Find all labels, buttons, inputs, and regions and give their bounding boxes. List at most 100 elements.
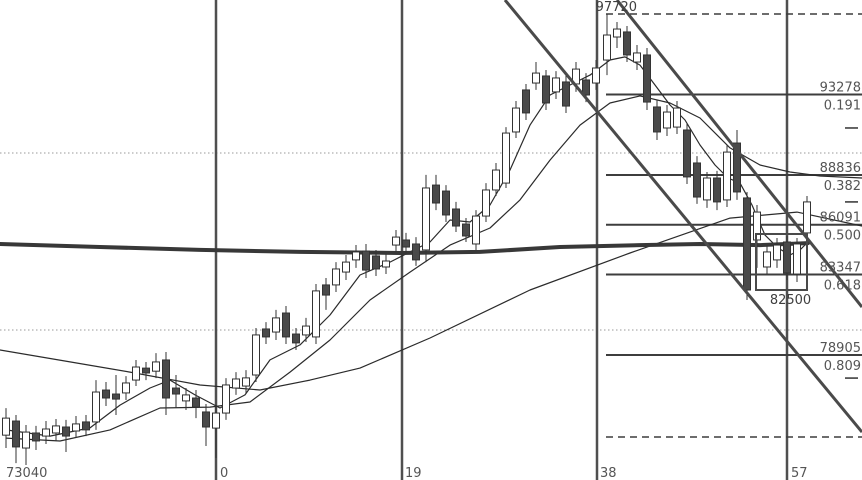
candle [643,48,651,111]
candle [222,378,230,420]
candle-body-bullish [723,151,731,201]
candle-body-bearish [653,106,661,133]
candle-body-bearish [282,312,290,338]
candle-body-bullish [673,107,681,128]
candle-body-bearish [432,184,440,204]
candle-body-bullish [793,243,801,275]
x-axis-label: 38 [600,466,617,480]
candle-body-bullish [42,428,50,437]
candle-body-bullish [552,77,560,93]
candle [82,415,90,437]
candle [693,156,701,204]
candle [703,172,711,208]
fib-ratio-label: 0.382 [824,179,861,194]
candle-body-bullish [392,236,400,246]
candle-body-bullish [633,52,641,63]
candle [112,374,120,416]
candle [562,75,570,113]
candle-body-bearish [12,420,20,448]
candle-body-bullish [272,317,280,333]
candle [653,100,661,140]
candle-body-bullish [302,325,310,336]
candle-body-bearish [643,54,651,103]
candle [212,405,220,458]
candle-body-bullish [532,72,540,84]
candle [322,278,330,310]
box-price-label: 82500 [770,293,811,308]
candle-body-bullish [232,378,240,389]
candle-body-bearish [362,250,370,271]
candle-body-bullish [603,34,611,61]
fib-price-label: 88836 [820,161,861,176]
candle-body-bearish [412,243,420,261]
candle-body-bullish [773,244,781,261]
candle-body-bearish [402,239,410,248]
candle-body-bearish [32,432,40,442]
candle-body-bullish [72,423,80,432]
candle [773,237,781,268]
candle [683,123,691,184]
candle-body-bullish [2,417,10,436]
candle-body-bearish [162,359,170,399]
candle [733,129,741,200]
candle [412,237,420,266]
fib-price-label: 93278 [820,80,861,95]
channel-upper-trendline[interactable] [503,0,862,434]
candle [122,376,130,400]
candle-body-bearish [442,190,450,216]
candle [763,245,771,275]
candle-body-bearish [452,208,460,227]
annotation-box[interactable] [755,232,808,291]
candle [102,382,110,406]
candle [432,174,440,211]
candle-body-bullish [512,107,520,133]
candle-body-bearish [462,223,470,237]
candle-body-bearish [62,426,70,437]
candle-body-bearish [623,31,631,56]
candle-body-bullish [342,261,350,273]
candle-body-bullish [352,251,360,261]
candle [32,425,40,451]
candle [452,201,460,233]
candle [392,230,400,252]
candle [462,218,470,242]
candle [603,13,611,76]
candle [292,328,300,350]
candle [633,44,641,70]
candle-body-bearish [783,241,791,274]
candle [673,100,681,134]
candle [72,415,80,439]
channel-lower-trendline[interactable] [615,0,862,308]
candle [92,380,100,430]
candle [422,174,430,263]
candle [202,403,210,447]
candle [542,69,550,111]
candle-body-bullish [592,67,600,84]
candle-body-bearish [733,142,741,193]
candle [242,370,250,394]
trend-channel-group[interactable] [503,0,862,434]
candle [613,21,621,49]
ma-slow-line [0,211,862,391]
candle-body-bullish [382,260,390,268]
candle [312,284,320,345]
candle [743,191,751,300]
right-edge-ticks [845,127,858,379]
candle [12,415,20,464]
fib-ratio-label: 0.500 [824,229,861,244]
fib-ratio-label: 0.618 [824,278,861,293]
candle [402,232,410,254]
fib-price-label: 83347 [820,260,861,275]
candle-body-bearish [582,79,590,96]
candle-body-bullish [22,431,30,449]
candle [482,183,490,223]
ma-thick-line [0,241,810,255]
candle [342,255,350,281]
candle-body-bullish [492,169,500,191]
x-axis-label: 19 [405,466,422,480]
candle-body-bearish [683,129,691,178]
candle [22,425,30,466]
candle-body-bearish [82,421,90,431]
